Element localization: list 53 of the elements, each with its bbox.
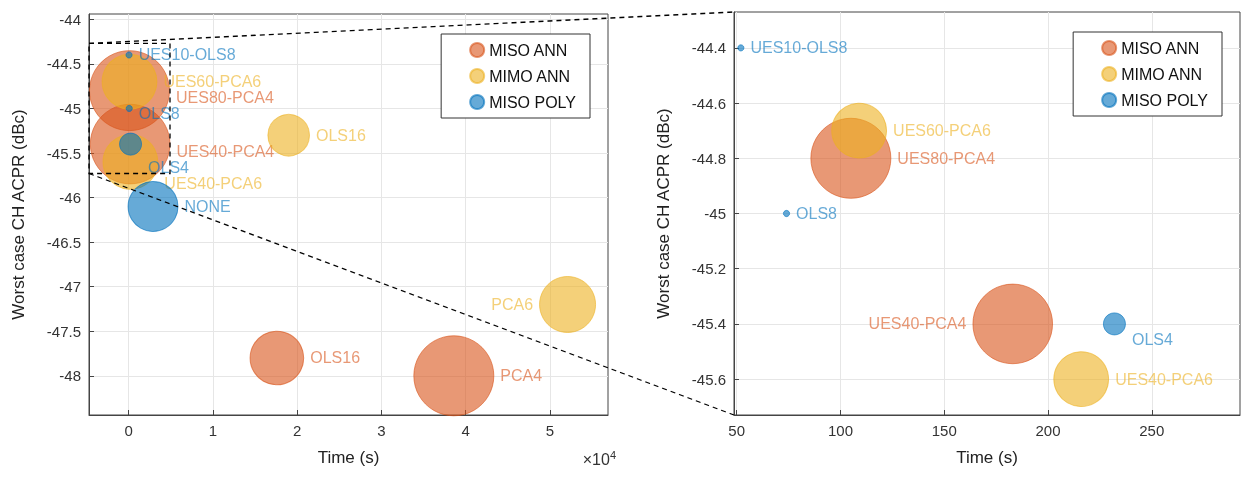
x-tick-label: 0 [124, 422, 133, 439]
data-label: UES10-OLS8 [138, 46, 236, 64]
data-label: UES40-PCA4 [868, 315, 967, 333]
y-tick-label: -44.5 [46, 55, 81, 73]
y-tick-label: -44.8 [691, 149, 726, 167]
x-tick-label: 2 [292, 422, 302, 439]
x-tick-label: 200 [1035, 422, 1061, 439]
legend-label: MISO POLY [1121, 91, 1209, 109]
y-tick-label: -45.6 [691, 370, 726, 388]
y-tick-label: -47.5 [46, 322, 81, 340]
x-tick-label: 1 [208, 422, 218, 439]
x-tick-label: 150 [931, 422, 957, 439]
x-tick-label: 250 [1139, 422, 1165, 439]
y-tick-label: -45.5 [46, 144, 81, 162]
x-tick-label: 50 [728, 422, 746, 439]
data-label: OLS16 [315, 126, 366, 144]
data-label: UES80-PCA4 [175, 89, 274, 107]
x-tick-label: 100 [827, 422, 853, 439]
data-label: UES40-PCA6 [1115, 370, 1214, 388]
legend-label: MISO POLY [489, 93, 577, 111]
x-axis-title: Time (s) [317, 448, 380, 467]
x-tick-label: 3 [377, 422, 386, 439]
legend-label: MIMO ANN [1121, 65, 1203, 83]
y-tick-label: -44 [59, 10, 81, 28]
x-tick-label: 5 [545, 422, 555, 439]
data-label: OLS8 [796, 205, 838, 222]
y-tick-label: -45.4 [691, 315, 726, 333]
legend-label: MISO ANN [489, 41, 568, 59]
y-axis-title: Worst case CH ACPR (dBc) [9, 109, 28, 320]
y-tick-label: -46 [59, 189, 81, 207]
x-tick-label: 4 [461, 422, 470, 439]
y-tick-label: -44.6 [691, 94, 726, 112]
y-axis-title: Worst case CH ACPR (dBc) [654, 108, 673, 319]
y-tick-label: -44.4 [691, 39, 726, 57]
data-label: NONE [184, 197, 231, 215]
data-label: UES40-PCA6 [164, 174, 263, 192]
data-label: UES10-OLS8 [750, 39, 848, 57]
y-tick-label: -45 [59, 99, 81, 117]
data-label: PCA4 [500, 367, 543, 385]
legend-label: MISO ANN [1121, 39, 1200, 57]
y-tick-label: -48 [59, 367, 81, 385]
data-label: UES40-PCA4 [176, 142, 275, 160]
y-tick-label: -45.2 [691, 260, 726, 278]
data-label: OLS4 [1131, 331, 1173, 349]
y-tick-label: -45 [704, 205, 726, 222]
data-label: UES60-PCA6 [893, 122, 991, 140]
x-axis-title: Time (s) [956, 448, 1018, 467]
data-label: PCA6 [491, 296, 534, 313]
data-label: OLS16 [310, 349, 361, 367]
y-tick-label: -46.5 [46, 233, 81, 251]
legend-label: MIMO ANN [489, 67, 571, 85]
y-tick-label: -47 [59, 278, 81, 296]
data-label: UES80-PCA4 [897, 149, 996, 167]
